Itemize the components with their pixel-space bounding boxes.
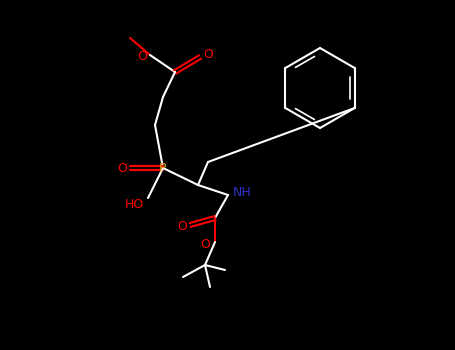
- Text: O: O: [137, 50, 147, 63]
- Text: O: O: [203, 49, 213, 62]
- Text: NH: NH: [233, 187, 251, 199]
- Text: HO: HO: [124, 197, 144, 210]
- Text: O: O: [177, 220, 187, 233]
- Text: O: O: [117, 161, 127, 175]
- Text: O: O: [200, 238, 210, 251]
- Text: P: P: [159, 161, 167, 175]
